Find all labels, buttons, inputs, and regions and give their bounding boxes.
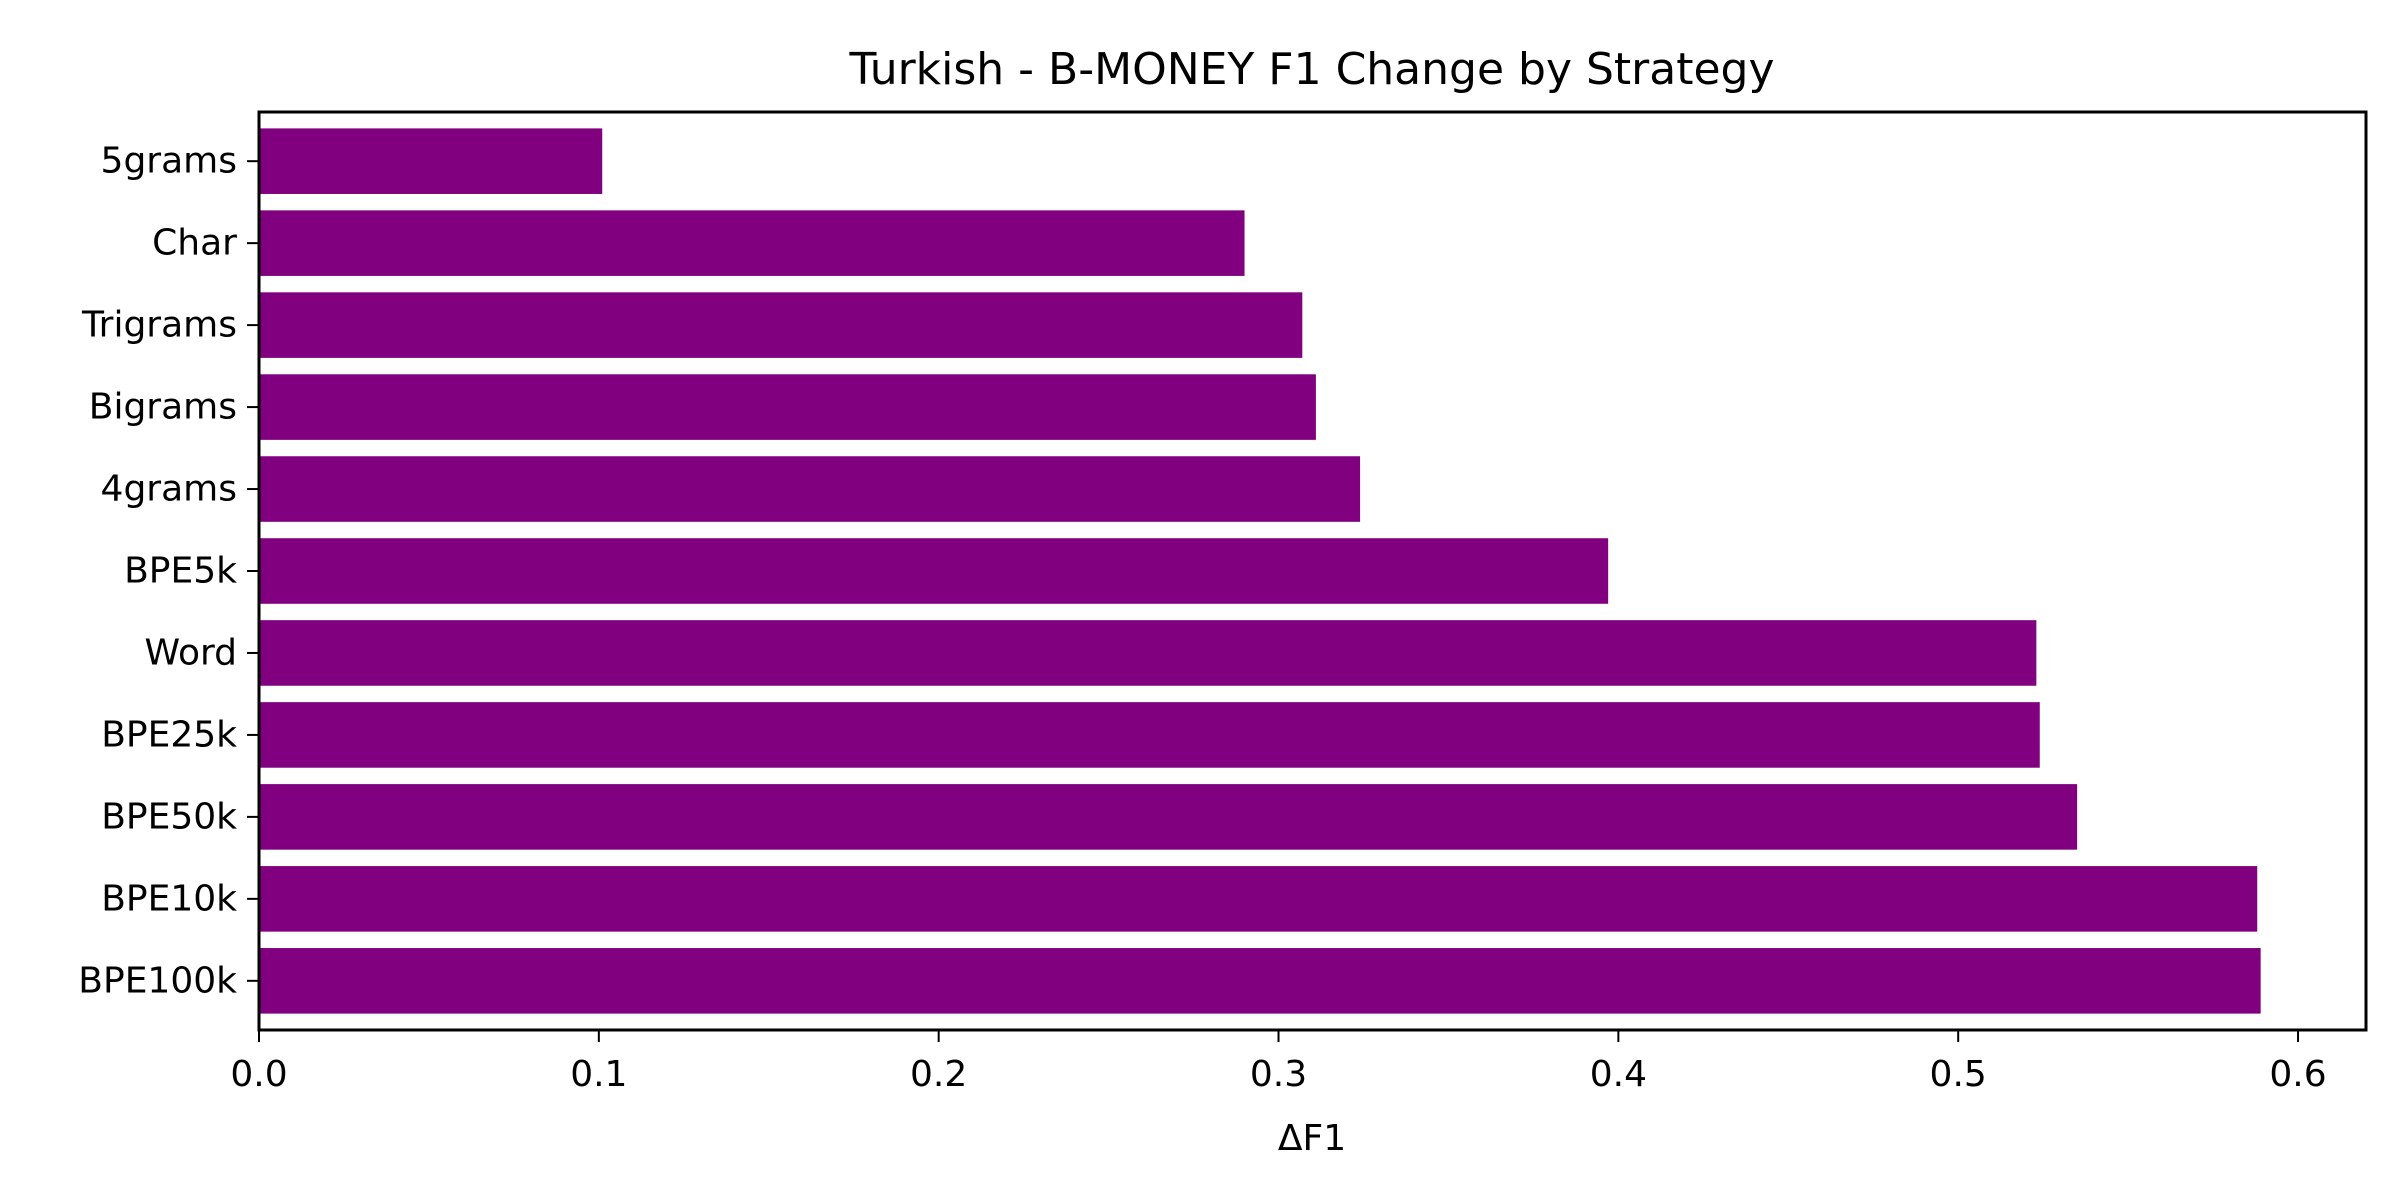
x-tick-label: 0.1 bbox=[570, 1054, 627, 1095]
bar-bigrams bbox=[259, 374, 1316, 440]
x-tick-label: 0.3 bbox=[1250, 1054, 1307, 1095]
bars-layer bbox=[259, 128, 2261, 1014]
y-axis-ticks: 5grams Char Trigrams Bigrams 4grams BPE5k Word… bbox=[78, 141, 259, 1001]
y-tick-label: BPE25k bbox=[101, 714, 237, 755]
y-tick-label: BPE50k bbox=[101, 796, 237, 837]
x-axis-label: ΔF1 bbox=[1278, 1118, 1346, 1159]
bar-5grams bbox=[259, 128, 603, 194]
bar-bpe100k bbox=[259, 948, 2261, 1014]
y-tick-label: 4grams bbox=[101, 469, 237, 510]
bar-bpe10k bbox=[259, 866, 2258, 932]
y-tick-label: Char bbox=[152, 223, 237, 264]
x-tick-label: 0.0 bbox=[230, 1054, 287, 1095]
bar-char bbox=[259, 210, 1245, 276]
y-tick-label: BPE10k bbox=[101, 878, 237, 919]
chart-title: Turkish - B-MONEY F1 Change by Strategy bbox=[849, 44, 1775, 95]
bar-4grams bbox=[259, 456, 1361, 522]
x-tick-label: 0.4 bbox=[1590, 1054, 1647, 1095]
bar-bpe50k bbox=[259, 784, 2078, 850]
y-tick-label: Word bbox=[144, 632, 237, 673]
y-tick-label: 5grams bbox=[101, 141, 237, 182]
x-axis-ticks: 0.0 0.1 0.2 0.3 0.4 0.5 0.6 bbox=[230, 1030, 2327, 1095]
y-tick-label: Bigrams bbox=[89, 387, 237, 428]
x-tick-label: 0.5 bbox=[1930, 1054, 1987, 1095]
y-tick-label: Trigrams bbox=[81, 305, 237, 346]
y-tick-label: BPE100k bbox=[78, 960, 237, 1001]
bar-bpe25k bbox=[259, 702, 2040, 768]
y-tick-label: BPE5k bbox=[124, 551, 237, 592]
bar-word bbox=[259, 620, 2037, 686]
x-tick-label: 0.2 bbox=[910, 1054, 967, 1095]
x-tick-label: 0.6 bbox=[2269, 1054, 2326, 1095]
bar-bpe5k bbox=[259, 538, 1609, 604]
bar-trigrams bbox=[259, 292, 1303, 358]
plot-frame bbox=[257, 110, 2368, 1032]
